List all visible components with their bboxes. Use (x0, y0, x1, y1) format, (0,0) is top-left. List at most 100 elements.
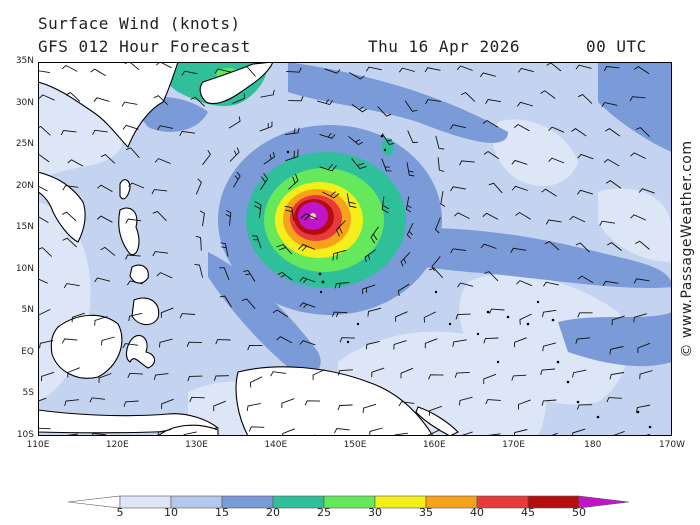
wind-barb (337, 404, 353, 411)
wind-barb (286, 67, 302, 73)
wind-barb (300, 213, 318, 221)
wind-barb (288, 96, 304, 102)
wind-barb (93, 97, 110, 102)
wind-barb (246, 402, 261, 411)
wind-barb (126, 280, 143, 286)
lon-tick-label: 160E (422, 440, 446, 450)
map-frame (38, 62, 672, 436)
wind-barb (398, 401, 415, 407)
wind-barb (334, 428, 350, 434)
wind-barb (38, 247, 53, 257)
wind-barb (348, 135, 364, 146)
wind-barb (545, 219, 562, 225)
wind-barb (272, 309, 289, 318)
wind-barb (605, 180, 622, 189)
wind-barb (629, 96, 646, 102)
wind-barb (393, 340, 407, 350)
wind-barb (187, 375, 203, 382)
wind-barb (635, 126, 650, 138)
wind-barb (370, 226, 379, 244)
wind-barb (232, 93, 245, 104)
wind-barb (381, 158, 392, 172)
wind-barb (156, 272, 173, 279)
wind-barb (127, 372, 143, 378)
wind-barb (319, 163, 337, 172)
wind-barb (406, 196, 412, 213)
wind-barb (319, 132, 336, 139)
wind-barb (517, 67, 534, 73)
lat-tick-label: 5N (21, 305, 34, 316)
wind-barb (260, 89, 275, 98)
wind-barb (40, 371, 55, 382)
wind-barb (38, 94, 55, 101)
wind-barb (263, 151, 276, 165)
wind-barb (61, 338, 78, 344)
wind-barb (397, 283, 410, 296)
wind-barb (71, 312, 85, 323)
wind-barb (229, 147, 240, 162)
wind-barb (428, 374, 444, 380)
colorbar-tick-label: 50 (572, 506, 586, 519)
wind-barb (541, 188, 557, 197)
wind-barb (299, 340, 316, 346)
wind-barb (247, 344, 263, 351)
wind-barb (60, 130, 77, 136)
colorbar-tick-label: 40 (470, 506, 484, 519)
wind-barb (369, 427, 383, 436)
australia-north (157, 424, 219, 436)
wind-barb (254, 201, 262, 218)
wind-barb (220, 242, 229, 257)
wind-barb (381, 133, 395, 145)
wind-barb (90, 68, 107, 77)
wind-barb (377, 106, 392, 117)
wind-barb (96, 215, 113, 223)
wind-barb (65, 92, 81, 102)
wind-barb (394, 432, 408, 436)
wind-barb (281, 398, 295, 409)
wind-barb (179, 130, 196, 137)
wind-barb (511, 374, 527, 381)
wind-barb (541, 309, 557, 318)
wind-barb (284, 205, 295, 221)
colorbar-tick-label: 25 (317, 506, 331, 519)
wind-barb (94, 277, 111, 283)
lat-tick-label: 35N (15, 56, 34, 66)
wind-barb (434, 217, 441, 234)
wind-map[interactable] (38, 62, 672, 436)
indochina (38, 171, 86, 243)
wind-barb (516, 280, 533, 287)
wind-barb (577, 189, 594, 195)
credit-text: © www.PassageWeather.com (679, 140, 695, 358)
wind-barb (636, 404, 651, 413)
wind-barb (248, 426, 265, 432)
wind-barb (125, 254, 141, 260)
lon-tick-label: 130E (185, 440, 208, 450)
credit-watermark: © www.PassageWeather.com (676, 62, 698, 436)
wind-barb (630, 214, 647, 221)
wind-barb (152, 251, 169, 257)
wind-barb (94, 316, 108, 326)
wind-barb (251, 235, 262, 249)
wind-barb (225, 209, 232, 226)
wind-barb (452, 339, 467, 347)
wind-barb (639, 370, 653, 380)
wind-barb (288, 173, 299, 190)
wind-barb (630, 152, 647, 160)
wind-barb (38, 216, 49, 223)
wind-barb (213, 375, 230, 381)
wind-barb (381, 196, 390, 214)
wind-barb (483, 337, 499, 344)
wind-barb (365, 340, 380, 350)
wind-barb (186, 341, 203, 347)
solomon-islands (415, 406, 459, 436)
wind-barb (404, 100, 418, 112)
wind-barb (62, 185, 79, 191)
wind-barb (400, 251, 411, 267)
wind-barb (161, 398, 174, 409)
wind-barb (122, 124, 139, 130)
wind-barb (609, 346, 624, 355)
wind-barb (179, 313, 196, 319)
wind-barb (285, 127, 300, 136)
lon-tick-label: 110E (26, 440, 50, 450)
philippines-visayas (129, 264, 149, 284)
